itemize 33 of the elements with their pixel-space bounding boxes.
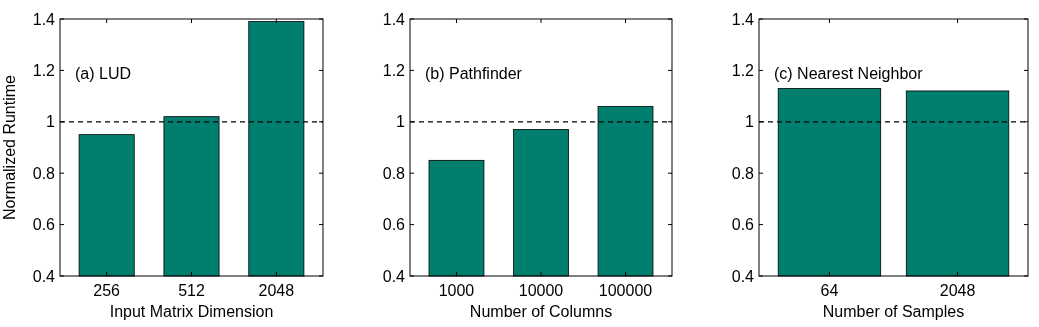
y-tick-label: 0.4 xyxy=(382,267,406,285)
x-tick-label: 100000 xyxy=(598,282,653,299)
x-tick-label: 64 xyxy=(820,282,839,299)
y-tick-label: 1.2 xyxy=(731,62,755,79)
y-tick-label: 0.6 xyxy=(382,216,406,234)
y-tick-label: 1.4 xyxy=(731,10,755,28)
y-tick-label: 0.8 xyxy=(382,164,406,182)
y-tick-label: 0.4 xyxy=(731,267,755,285)
x-axis-title: Number of Columns xyxy=(469,303,613,320)
y-tick-label: 0.6 xyxy=(32,216,56,234)
x-tick-label: 512 xyxy=(178,282,205,299)
y-axis-title: Normalized Runtime xyxy=(1,74,18,220)
annotation: (b) Pathfinder xyxy=(425,65,523,82)
y-tick-label: 1.2 xyxy=(382,62,406,79)
x-tick-label: 2048 xyxy=(939,282,976,299)
y-tick-label: 1.4 xyxy=(382,10,406,28)
y-tick-label: 0.6 xyxy=(731,216,755,234)
x-tick-label: 10000 xyxy=(518,282,564,299)
x-tick-label: 256 xyxy=(93,282,121,299)
y-tick-label: 1.2 xyxy=(32,62,56,79)
annotation: (c) Nearest Neighbor xyxy=(774,65,924,82)
y-tick-label: 1 xyxy=(745,113,755,131)
y-tick-label: 1 xyxy=(396,113,406,131)
y-tick-label: 0.8 xyxy=(32,164,56,182)
y-tick-label: 0.4 xyxy=(32,267,56,285)
y-tick-label: 1 xyxy=(46,113,56,131)
y-tick-label: 0.8 xyxy=(731,164,755,182)
y-tick-label: 1.4 xyxy=(32,10,56,28)
x-tick-label: 2048 xyxy=(258,282,295,299)
x-axis-title: Input Matrix Dimension xyxy=(109,303,274,320)
annotation: (a) LUD xyxy=(75,65,132,82)
x-axis-title: Number of Samples xyxy=(822,303,965,320)
x-tick-label: 1000 xyxy=(438,282,475,299)
